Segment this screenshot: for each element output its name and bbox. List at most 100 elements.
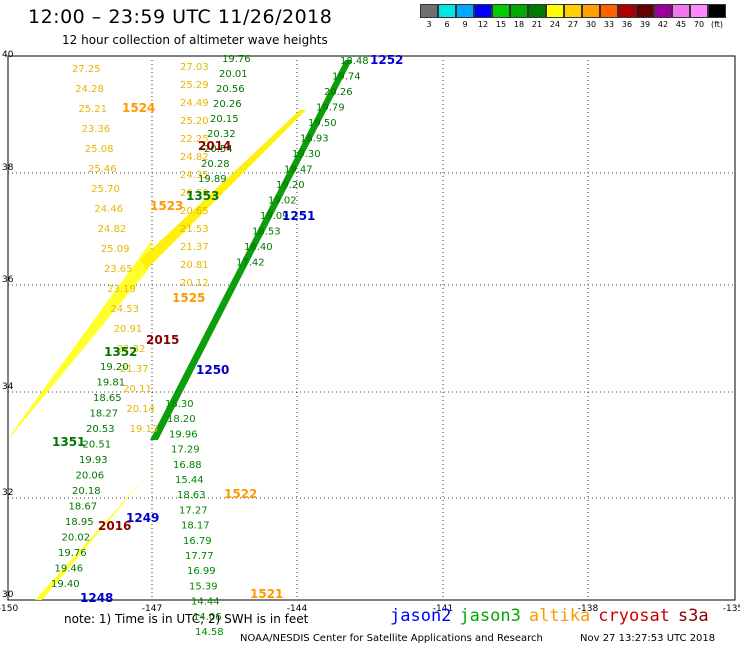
jason3-track-value: 19.96 bbox=[169, 429, 198, 440]
pass-number-label: 1248 bbox=[80, 591, 113, 605]
altika-track-value: 24.82 bbox=[98, 224, 127, 235]
pass-number-label: 1522 bbox=[224, 487, 257, 501]
jason3-track-value: 20.56 bbox=[216, 84, 245, 95]
pass-number-label: 1353 bbox=[186, 189, 219, 203]
altika-swath-mid bbox=[140, 110, 306, 270]
scale-label: 39 bbox=[639, 20, 651, 29]
scale-swatch bbox=[474, 4, 492, 18]
axis-labels: -150 -147 -144 -141 -138 -135 40 38 36 34 32 30 bbox=[0, 50, 740, 614]
pass-number-label: 1521 bbox=[250, 587, 283, 601]
jason3-track-value: 18.20 bbox=[167, 414, 196, 425]
pass-number-label: 1250 bbox=[196, 363, 229, 377]
altika-track-value: 27.25 bbox=[72, 64, 101, 75]
legend-cryosat: cryosat bbox=[598, 606, 670, 626]
jason3-track-value: 16.88 bbox=[173, 460, 202, 471]
lat-tick-label: 38 bbox=[2, 163, 14, 173]
jason3-track-value: 19.76 bbox=[222, 54, 251, 65]
scale-label: 21 bbox=[531, 20, 543, 29]
pass-number-label: 2015 bbox=[146, 333, 179, 347]
wave-height-color-scale: 3 6 9 12 15 18 21 24 27 30 33 36 39 42 45 70 (ft) bbox=[420, 4, 726, 29]
satellite-legend: jason2 jason3 altika cryosat s3a bbox=[390, 606, 717, 626]
altika-track-value: 19.13 bbox=[130, 424, 159, 435]
jason3-track-value: 19.20 bbox=[100, 362, 129, 373]
scale-label: 15 bbox=[495, 20, 507, 29]
scale-label: 42 bbox=[657, 20, 669, 29]
pass-number-label: 2014 bbox=[198, 139, 231, 153]
jason3-track-value: 20.02 bbox=[62, 533, 91, 544]
altika-track-value: 24.49 bbox=[180, 98, 209, 109]
jason3-track-value: 16.79 bbox=[183, 536, 212, 547]
scale-label: 12 bbox=[477, 20, 489, 29]
lat-lon-grid bbox=[7, 55, 736, 601]
jason3-track-value: 19.89 bbox=[198, 174, 227, 185]
lat-tick-label: 36 bbox=[2, 275, 14, 285]
altika-track-value: 25.46 bbox=[88, 164, 117, 175]
jason3-track-value: 17.42 bbox=[236, 258, 265, 269]
lon-tick-label: -150 bbox=[0, 604, 18, 614]
jason3-track-value: 18.30 bbox=[165, 399, 194, 410]
pass-number-label: 1525 bbox=[172, 291, 205, 305]
scale-labels: 3 6 9 12 15 18 21 24 27 30 33 36 39 42 45 70 (ft) bbox=[420, 20, 726, 29]
jason3-track-value: 20.28 bbox=[201, 159, 230, 170]
scale-swatch bbox=[636, 4, 654, 18]
jason3-track-value: 18.48 bbox=[340, 56, 369, 67]
lon-tick-label: -138 bbox=[578, 604, 599, 614]
scale-swatch bbox=[528, 4, 546, 18]
pass-number-label: 1251 bbox=[282, 209, 315, 223]
altika-track-value: 25.09 bbox=[101, 244, 130, 255]
jason3-track-value: 14.06 bbox=[193, 612, 222, 623]
jason3-track-value: 18.65 bbox=[93, 393, 122, 404]
scale-swatch bbox=[420, 4, 438, 18]
jason3-track-value: 15.39 bbox=[189, 581, 218, 592]
lon-tick-label: -147 bbox=[142, 604, 162, 614]
jason3-track-value: 14.44 bbox=[191, 597, 220, 608]
scale-label: 18 bbox=[513, 20, 525, 29]
scale-swatch bbox=[618, 4, 636, 18]
lat-tick-label: 34 bbox=[2, 382, 14, 392]
altika-swath bbox=[8, 240, 152, 440]
scale-swatch bbox=[672, 4, 690, 18]
altika-track-value: 25.29 bbox=[180, 80, 209, 91]
pass-number-label: 2016 bbox=[98, 519, 131, 533]
scale-label: 9 bbox=[462, 20, 468, 29]
altika-track-value: 24.28 bbox=[75, 84, 104, 95]
altika-track-value: 21.37 bbox=[120, 364, 149, 375]
scale-swatch bbox=[582, 4, 600, 18]
jason3-track-value: 19.02 bbox=[268, 196, 297, 207]
lon-tick-label: -144 bbox=[287, 604, 308, 614]
scale-label: 45 bbox=[675, 20, 687, 29]
jason3-track-value: 20.26 bbox=[324, 87, 353, 98]
jason3-track-value: 19.50 bbox=[308, 118, 337, 129]
altika-track-value: 24.46 bbox=[94, 204, 123, 215]
jason3-track-value: 19.76 bbox=[58, 548, 87, 559]
pass-number-label: 1252 bbox=[370, 53, 403, 67]
pass-number-label: 1524 bbox=[122, 101, 155, 115]
jason3-track-value: 19.09 bbox=[260, 211, 289, 222]
jason3-track-value: 16.99 bbox=[187, 566, 216, 577]
altika-track-value: 23.19 bbox=[107, 284, 136, 295]
altika-track-value: 24.35 bbox=[180, 170, 209, 181]
jason3-track-value: 14.58 bbox=[195, 627, 224, 638]
altika-track-value: 23.65 bbox=[104, 264, 133, 275]
scale-swatch bbox=[654, 4, 672, 18]
jason3-track-value: 20.26 bbox=[213, 99, 242, 110]
jason3-swath-north bbox=[150, 60, 352, 440]
pass-number-label: 1523 bbox=[150, 199, 183, 213]
satellite-tracks: 27.25 24.28 25.21 23.36 25.08 25.46 25.70 24.46… bbox=[8, 53, 403, 638]
altika-track-value: 22.32 bbox=[117, 344, 146, 355]
jason3-track-value: 20.51 bbox=[83, 440, 112, 451]
lat-tick-label: 32 bbox=[2, 488, 13, 498]
jason3-track-value: 18.17 bbox=[181, 521, 210, 532]
scale-label: 27 bbox=[567, 20, 579, 29]
altika-track-value: 24.82 bbox=[180, 152, 209, 163]
altika-track-value: 25.70 bbox=[91, 184, 120, 195]
scale-label: 6 bbox=[444, 20, 450, 29]
altika-track-value: 20.91 bbox=[114, 324, 143, 335]
jason3-track-value: 20.18 bbox=[72, 486, 101, 497]
jason3-track-value: 20.32 bbox=[207, 129, 236, 140]
legend-altika: altika bbox=[528, 606, 591, 626]
pass-number-label: 1352 bbox=[104, 345, 137, 359]
jason3-track-value: 20.01 bbox=[219, 69, 248, 80]
altika-track-value: 21.53 bbox=[180, 224, 209, 235]
